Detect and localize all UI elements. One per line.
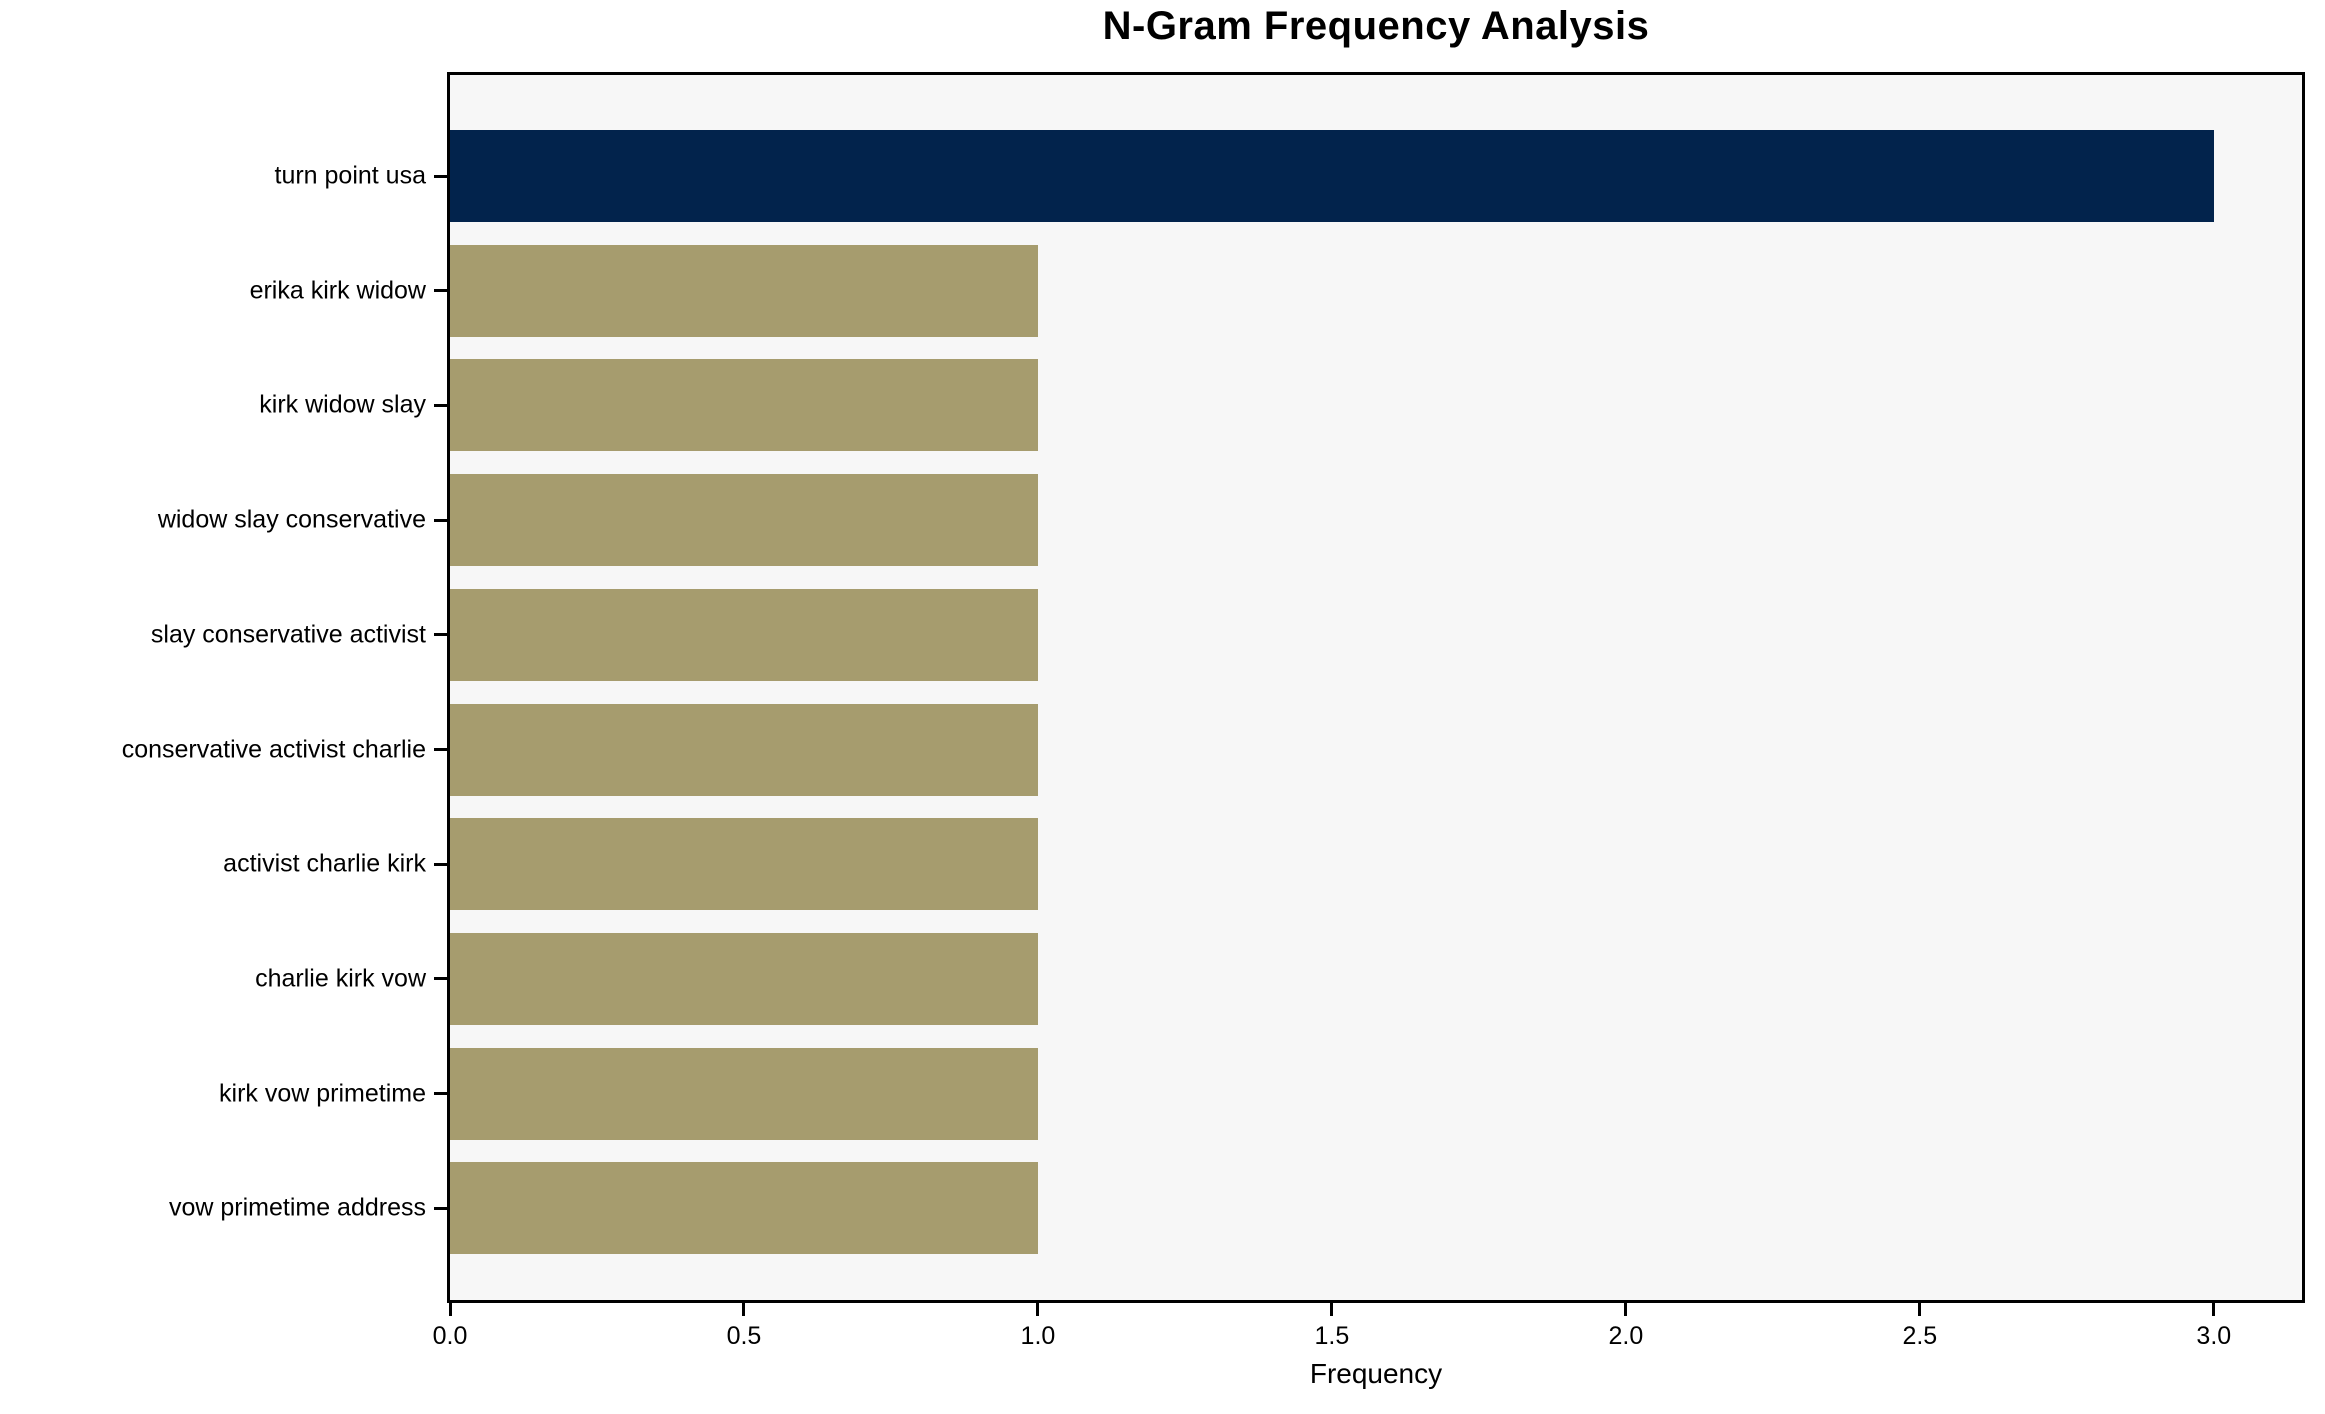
bar bbox=[450, 932, 1038, 1025]
y-tick-label: vow primetime address bbox=[168, 1193, 426, 1222]
bar bbox=[450, 474, 1038, 567]
y-tick-mark bbox=[434, 289, 447, 293]
y-tick-mark bbox=[434, 748, 447, 751]
bar bbox=[450, 1162, 1038, 1255]
y-tick-label: kirk vow primetime bbox=[219, 1079, 426, 1108]
y-tick-label: turn point usa bbox=[274, 161, 427, 190]
y-tick-mark bbox=[434, 518, 447, 522]
y-tick-mark bbox=[434, 174, 447, 178]
x-tick-mark bbox=[2212, 1303, 2216, 1316]
x-tick-mark bbox=[1624, 1303, 1628, 1316]
plot-area bbox=[447, 72, 2305, 1303]
y-tick-mark bbox=[434, 1206, 447, 1210]
x-tick-label: 2.5 bbox=[1902, 1322, 1938, 1350]
x-axis-title: Frequency bbox=[1309, 1358, 1443, 1389]
bar bbox=[450, 588, 1038, 681]
x-tick-label: 1.0 bbox=[1020, 1322, 1056, 1350]
y-tick-mark bbox=[434, 633, 447, 637]
x-tick-label: 3.0 bbox=[2196, 1322, 2232, 1350]
bar bbox=[450, 1047, 1038, 1140]
x-tick-label: 0.0 bbox=[432, 1322, 468, 1350]
y-tick-label: slay conservative activist bbox=[150, 620, 426, 649]
bar bbox=[450, 244, 1038, 337]
bar bbox=[450, 818, 1038, 911]
x-tick-label: 1.5 bbox=[1314, 1322, 1350, 1350]
bar bbox=[450, 359, 1038, 452]
x-tick-label: 2.0 bbox=[1608, 1322, 1644, 1350]
chart-title: N-Gram Frequency Analysis bbox=[1102, 4, 1650, 48]
x-tick-mark bbox=[1330, 1303, 1334, 1316]
y-tick-mark bbox=[434, 862, 447, 866]
y-tick-mark bbox=[434, 1092, 447, 1096]
y-tick-label: conservative activist charlie bbox=[121, 735, 426, 763]
x-tick-label: 0.5 bbox=[726, 1322, 762, 1350]
y-tick-mark bbox=[434, 403, 447, 407]
y-tick-label: charlie kirk vow bbox=[255, 964, 426, 993]
y-tick-mark bbox=[434, 977, 447, 981]
bar bbox=[450, 703, 1038, 796]
x-tick-mark bbox=[1036, 1303, 1040, 1316]
y-tick-label: erika kirk widow bbox=[249, 276, 426, 305]
x-tick-mark bbox=[742, 1303, 746, 1316]
x-tick-mark bbox=[448, 1303, 452, 1316]
bar bbox=[450, 130, 2214, 222]
y-tick-label: kirk widow slay bbox=[259, 390, 426, 419]
y-tick-label: widow slay conservative bbox=[157, 505, 426, 534]
x-tick-mark bbox=[1918, 1303, 1922, 1316]
y-tick-label: activist charlie kirk bbox=[223, 849, 426, 878]
